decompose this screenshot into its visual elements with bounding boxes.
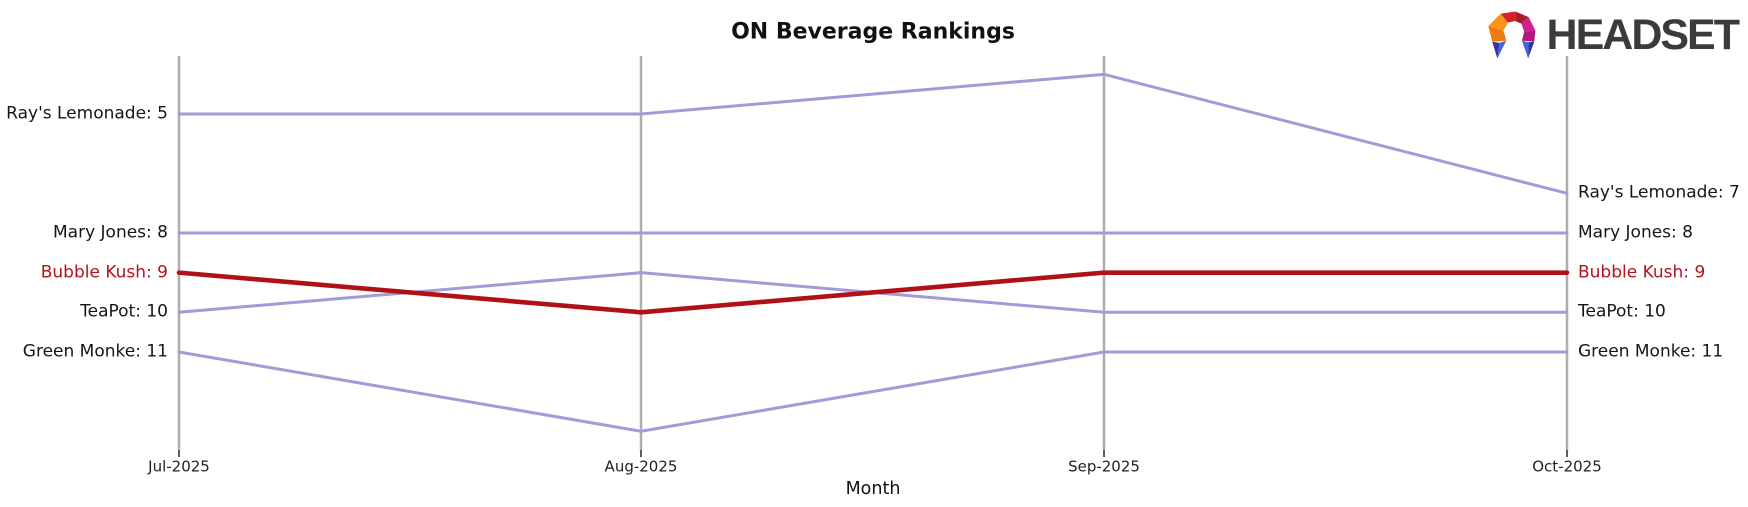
headset-logo-icon	[1487, 11, 1535, 59]
left-label-mary-jones: Mary Jones: 8	[53, 222, 168, 243]
right-label-mary-jones: Mary Jones: 8	[1578, 222, 1693, 243]
left-label-green-monke: Green Monke: 11	[22, 341, 168, 362]
x-tick-label-oct-2025: Oct-2025	[1532, 457, 1602, 476]
chart-title: ON Beverage Rankings	[731, 19, 1015, 45]
left-label-ray-s-lemonade: Ray's Lemonade: 5	[6, 103, 168, 124]
right-label-teapot: TeaPot: 10	[1578, 301, 1666, 322]
headset-logo-text: HEADSET	[1546, 10, 1740, 59]
rank-line-green-monke	[177, 350, 1569, 433]
x-axis-title: Month	[845, 479, 901, 499]
rank-line-bubble-kush	[176, 270, 1570, 315]
right-label-bubble-kush: Bubble Kush: 9	[1578, 262, 1706, 283]
x-tick-label-aug-2025: Aug-2025	[604, 457, 678, 476]
right-label-ray-s-lemonade: Ray's Lemonade: 7	[1578, 182, 1740, 203]
rank-line-ray-s-lemonade	[177, 72, 1569, 195]
left-label-bubble-kush: Bubble Kush: 9	[40, 262, 168, 283]
x-tick-label-sep-2025: Sep-2025	[1068, 457, 1140, 476]
headset-logo: HEADSET	[1484, 7, 1740, 63]
left-label-teapot: TeaPot: 10	[80, 301, 168, 322]
right-label-green-monke: Green Monke: 11	[1578, 341, 1724, 362]
x-tick-label-jul-2025: Jul-2025	[148, 457, 210, 476]
